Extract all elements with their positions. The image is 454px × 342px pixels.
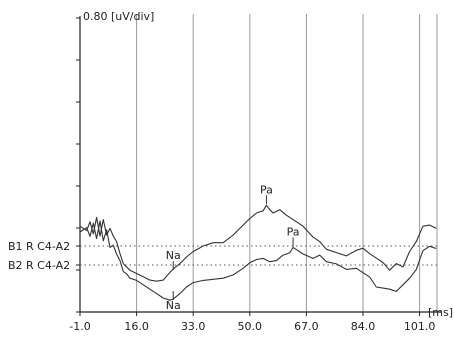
x-axis-unit-label: [ms] xyxy=(428,306,453,319)
axis-layer: -1.0 16.0 33.0 50.0 67.0 84.0 101.0 xyxy=(69,16,441,333)
x-tick-label: 16.0 xyxy=(124,320,149,333)
peak-label: Pa xyxy=(260,183,273,196)
peak-label: Pa xyxy=(287,225,300,238)
x-tick-label: 101.0 xyxy=(404,320,436,333)
x-tick-label: 84.0 xyxy=(351,320,376,333)
channel-label-2: B2 R C4-A2 xyxy=(8,259,70,272)
trace-1 xyxy=(79,204,437,282)
x-tick-label: -1.0 xyxy=(69,320,90,333)
trough-label: Na xyxy=(166,249,181,262)
y-axis-scale-label: 0.80 [uV/div] xyxy=(83,10,154,23)
x-tick-label: 50.0 xyxy=(238,320,263,333)
x-tick-label: 33.0 xyxy=(181,320,206,333)
channel-label-1: B1 R C4-A2 xyxy=(8,240,70,253)
label-layer: 0.80 [uV/div] [ms] xyxy=(83,10,453,319)
x-tick-label: 67.0 xyxy=(294,320,319,333)
series-layer xyxy=(79,204,437,301)
annotation-layer: Pa Pa Na Na xyxy=(166,183,300,312)
baseline-layer: B1 R C4-A2 B2 R C4-A2 xyxy=(8,240,437,272)
grid-layer xyxy=(136,14,438,312)
trace-2 xyxy=(79,220,437,301)
trough-label: Na xyxy=(166,299,181,312)
